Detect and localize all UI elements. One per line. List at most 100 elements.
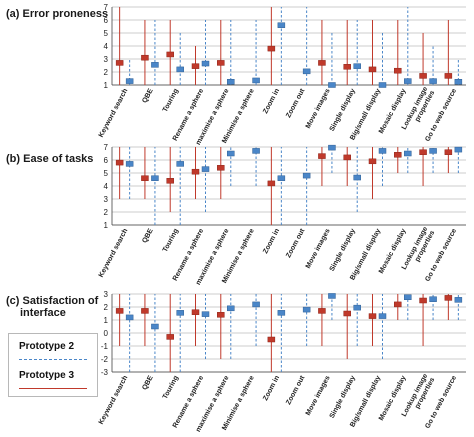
point-prototype3 bbox=[166, 178, 174, 184]
point-prototype2 bbox=[353, 174, 361, 181]
y-tick-label: 6 bbox=[104, 16, 109, 25]
point-prototype2 bbox=[125, 78, 134, 84]
point-prototype3 bbox=[267, 336, 276, 343]
y-tick-label: 1 bbox=[104, 316, 109, 325]
y-tick-label: 1 bbox=[104, 81, 109, 90]
category-label: QBE bbox=[141, 227, 154, 244]
point-prototype3 bbox=[444, 73, 453, 79]
category-label: Keyword search bbox=[98, 375, 130, 426]
point-prototype2 bbox=[353, 63, 361, 69]
point-prototype3 bbox=[267, 180, 276, 187]
point-prototype3 bbox=[368, 158, 377, 165]
y-tick-label: -2 bbox=[101, 355, 109, 364]
category-label: Keyword search bbox=[98, 88, 130, 139]
point-prototype2 bbox=[252, 148, 260, 154]
chart-title-2: (b) Ease of tasks bbox=[6, 153, 93, 165]
point-prototype2 bbox=[151, 323, 159, 330]
y-tick-label: 3 bbox=[104, 290, 109, 299]
y-tick-label: 5 bbox=[104, 169, 109, 178]
point-prototype3 bbox=[217, 165, 225, 171]
point-prototype2 bbox=[404, 150, 412, 157]
chart-title-3: (c) Satisfaction of interface bbox=[6, 295, 99, 319]
category-label: Touring bbox=[162, 88, 180, 114]
category-label: Zoom in bbox=[262, 228, 281, 255]
category-label: Single display bbox=[329, 375, 357, 420]
point-prototype2 bbox=[353, 304, 361, 311]
point-prototype3 bbox=[115, 60, 124, 66]
category-label: Single display bbox=[329, 88, 357, 133]
y-tick-label: 2 bbox=[104, 208, 109, 217]
point-prototype3 bbox=[394, 152, 402, 158]
point-prototype2 bbox=[201, 311, 210, 317]
point-prototype2 bbox=[302, 306, 311, 313]
y-tick-label: 7 bbox=[104, 143, 109, 152]
point-prototype3 bbox=[368, 313, 377, 319]
point-prototype2 bbox=[227, 150, 235, 157]
point-prototype2 bbox=[201, 166, 210, 172]
point-prototype3 bbox=[343, 310, 351, 317]
category-label: QBE bbox=[141, 374, 154, 391]
category-label: QBE bbox=[141, 87, 154, 104]
point-prototype2 bbox=[378, 313, 387, 319]
y-tick-label: 4 bbox=[104, 182, 109, 191]
point-prototype2 bbox=[277, 310, 286, 316]
category-label: Zoom in bbox=[262, 88, 281, 115]
y-tick-label: 6 bbox=[104, 156, 109, 165]
point-prototype3 bbox=[191, 63, 200, 69]
y-tick-label: 2 bbox=[104, 303, 109, 312]
chart-panel-1: (a) Error proneness 1 2 3 4 5 6 7 Keyword search… bbox=[6, 3, 466, 146]
point-prototype3 bbox=[141, 308, 149, 314]
point-prototype2 bbox=[277, 22, 286, 28]
point-prototype3 bbox=[394, 67, 402, 74]
point-prototype3 bbox=[115, 159, 124, 166]
y-tick-label: 7 bbox=[104, 3, 109, 12]
legend-swatch-prototype3 bbox=[19, 388, 87, 389]
point-prototype2 bbox=[151, 62, 159, 68]
category-label: Zoom in bbox=[262, 375, 281, 402]
point-prototype2 bbox=[404, 78, 412, 84]
y-tick-label: 0 bbox=[104, 329, 109, 338]
legend: Prototype 2 Prototype 3 bbox=[8, 333, 98, 397]
point-prototype2 bbox=[252, 301, 260, 308]
point-prototype2 bbox=[227, 79, 235, 85]
point-prototype3 bbox=[191, 309, 200, 315]
point-prototype3 bbox=[217, 312, 225, 318]
point-prototype2 bbox=[125, 161, 134, 167]
legend-label-prototype2: Prototype 2 bbox=[19, 341, 75, 352]
point-prototype2 bbox=[454, 297, 463, 303]
category-label: Zoom out bbox=[285, 87, 306, 119]
category-label: Move images bbox=[305, 228, 332, 270]
y-tick-label: -1 bbox=[101, 342, 109, 351]
point-prototype2 bbox=[328, 293, 336, 299]
point-prototype2 bbox=[125, 314, 134, 321]
legend-swatch-prototype2 bbox=[19, 359, 87, 360]
point-prototype2 bbox=[404, 294, 412, 300]
category-label: Zoom out bbox=[285, 227, 306, 259]
chart-title-1: (a) Error proneness bbox=[6, 8, 108, 20]
y-tick-label: 4 bbox=[104, 42, 109, 51]
point-prototype3 bbox=[368, 66, 377, 73]
point-prototype2 bbox=[429, 296, 437, 302]
point-prototype2 bbox=[227, 305, 235, 312]
point-prototype3 bbox=[343, 154, 351, 161]
point-prototype2 bbox=[429, 148, 437, 154]
y-tick-label: 2 bbox=[104, 68, 109, 77]
legend-label-prototype3: Prototype 3 bbox=[19, 370, 75, 381]
point-prototype2 bbox=[454, 146, 463, 153]
chart-title-line: (c) Satisfaction of bbox=[6, 295, 99, 307]
y-tick-label: 3 bbox=[104, 55, 109, 64]
y-tick-label: 1 bbox=[104, 221, 109, 230]
category-label: Single display bbox=[329, 228, 357, 273]
point-prototype3 bbox=[318, 308, 326, 314]
point-prototype2 bbox=[201, 60, 210, 67]
point-prototype3 bbox=[318, 153, 326, 159]
category-label: Move images bbox=[305, 88, 332, 130]
point-prototype2 bbox=[252, 77, 260, 84]
point-prototype2 bbox=[429, 78, 437, 84]
point-prototype3 bbox=[444, 295, 453, 301]
chart-panel-2: (b) Ease of tasks 1 2 3 4 5 6 7 Keyword search QB… bbox=[6, 143, 466, 286]
point-prototype3 bbox=[419, 73, 427, 79]
point-prototype2 bbox=[378, 82, 387, 88]
point-prototype3 bbox=[318, 60, 326, 66]
